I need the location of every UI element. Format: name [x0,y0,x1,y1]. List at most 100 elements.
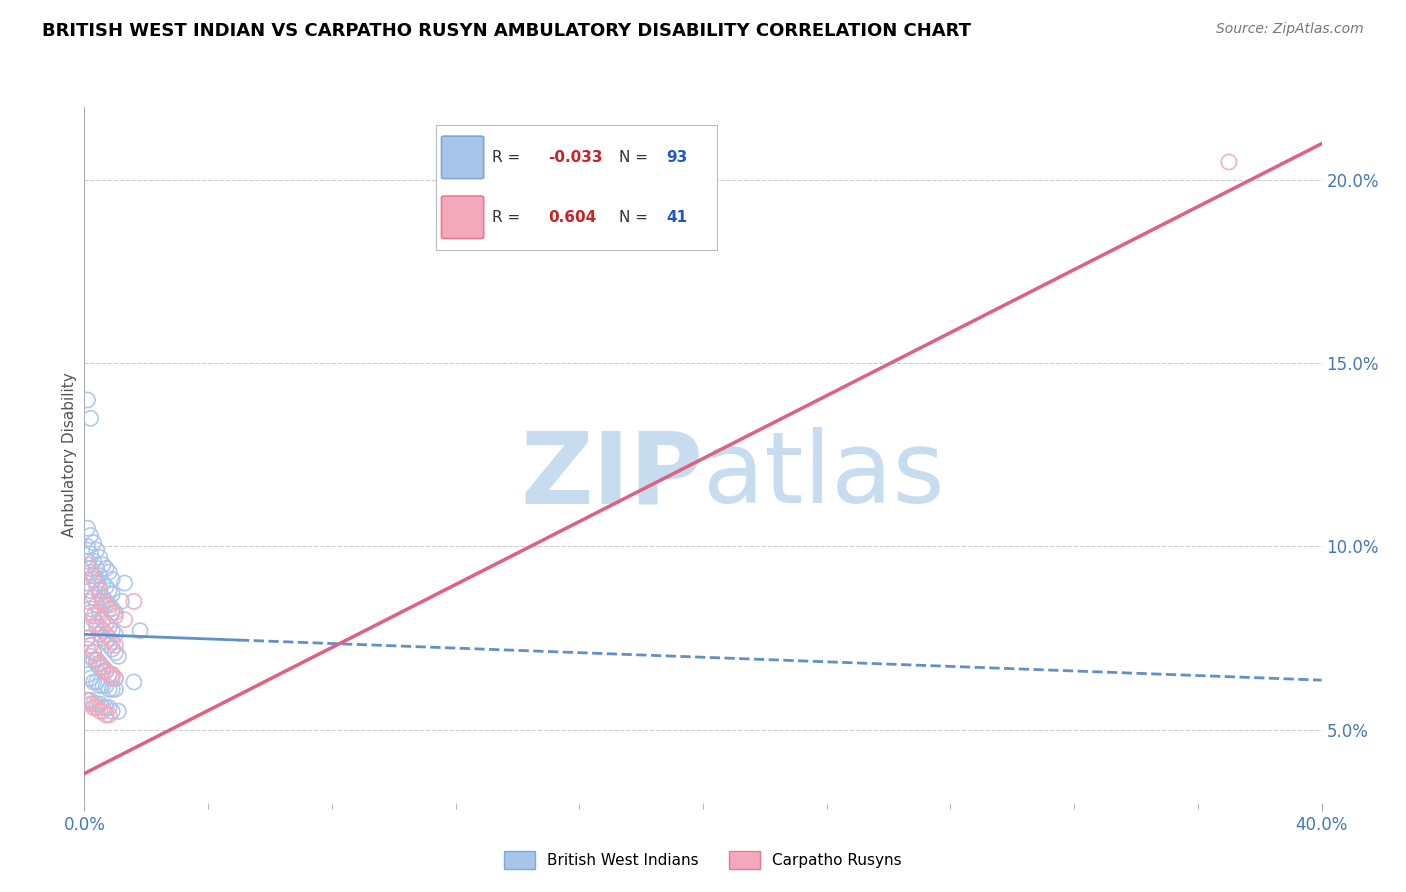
Point [101,601,124,615]
Point [98,667,121,681]
Point [91,576,114,591]
Point [83,653,105,667]
Point [83,609,105,624]
Point [94,561,117,575]
Point [91,660,114,674]
Point [91,679,114,693]
Point [101,671,124,685]
Point [83,697,105,711]
Point [89,657,111,671]
Text: R =: R = [492,150,520,165]
Point [104,682,127,697]
Point [76,594,98,608]
Point [110,594,132,608]
Point [83,568,105,582]
Point [89,550,111,565]
Point [76,693,98,707]
Point [98,583,121,598]
Point [79,411,101,425]
Point [83,573,105,587]
Point [104,671,127,685]
Point [91,558,114,572]
Point [86,616,108,631]
Point [86,653,108,667]
Point [76,576,98,591]
Point [76,558,98,572]
Point [114,613,136,627]
Point [76,540,98,554]
Point [94,598,117,612]
Point [86,576,108,591]
Point [107,649,129,664]
Point [86,675,108,690]
Point [83,646,105,660]
Point [129,624,152,638]
Point [79,638,101,652]
Point [79,601,101,615]
Point [94,700,117,714]
Point [79,649,101,664]
Point [86,580,108,594]
Point [89,606,111,620]
Text: Source: ZipAtlas.com: Source: ZipAtlas.com [1216,22,1364,37]
Point [104,606,127,620]
Legend: British West Indians, Carpatho Rusyns: British West Indians, Carpatho Rusyns [498,845,908,875]
Point [86,657,108,671]
Text: 93: 93 [666,150,688,165]
Point [83,700,105,714]
Point [79,561,101,575]
Point [104,671,127,685]
Point [91,594,114,608]
Point [101,587,124,601]
Point [76,667,98,681]
Point [76,693,98,707]
Point [94,627,117,641]
Text: ZIP: ZIP [520,427,703,524]
Point [98,601,121,615]
Text: -0.033: -0.033 [548,150,603,165]
Point [79,606,101,620]
Point [76,521,98,535]
Text: BRITISH WEST INDIAN VS CARPATHO RUSYN AMBULATORY DISABILITY CORRELATION CHART: BRITISH WEST INDIAN VS CARPATHO RUSYN AM… [42,22,972,40]
Point [91,591,114,605]
Point [91,704,114,718]
Point [104,638,127,652]
Point [101,642,124,657]
Point [86,620,108,634]
Point [76,392,98,407]
Point [89,660,111,674]
Point [76,642,98,657]
Point [94,634,117,648]
Point [89,627,111,641]
Point [94,580,117,594]
Text: R =: R = [492,210,520,225]
Point [79,528,101,542]
Point [83,675,105,690]
Point [98,700,121,714]
Point [86,561,108,575]
Point [101,634,124,648]
Point [101,704,124,718]
Point [79,693,101,707]
Point [86,653,108,667]
Point [104,646,127,660]
Point [86,700,108,714]
Point [89,679,111,693]
Point [94,664,117,678]
Text: atlas: atlas [703,427,945,524]
Point [98,631,121,645]
Point [114,576,136,591]
Point [104,609,127,624]
Point [89,620,111,634]
Point [89,583,111,598]
Point [98,620,121,634]
Point [122,675,145,690]
Point [98,707,121,722]
Point [79,583,101,598]
Point [89,697,111,711]
Text: N =: N = [619,210,648,225]
Point [94,664,117,678]
Point [101,682,124,697]
Point [94,616,117,631]
Point [83,536,105,550]
